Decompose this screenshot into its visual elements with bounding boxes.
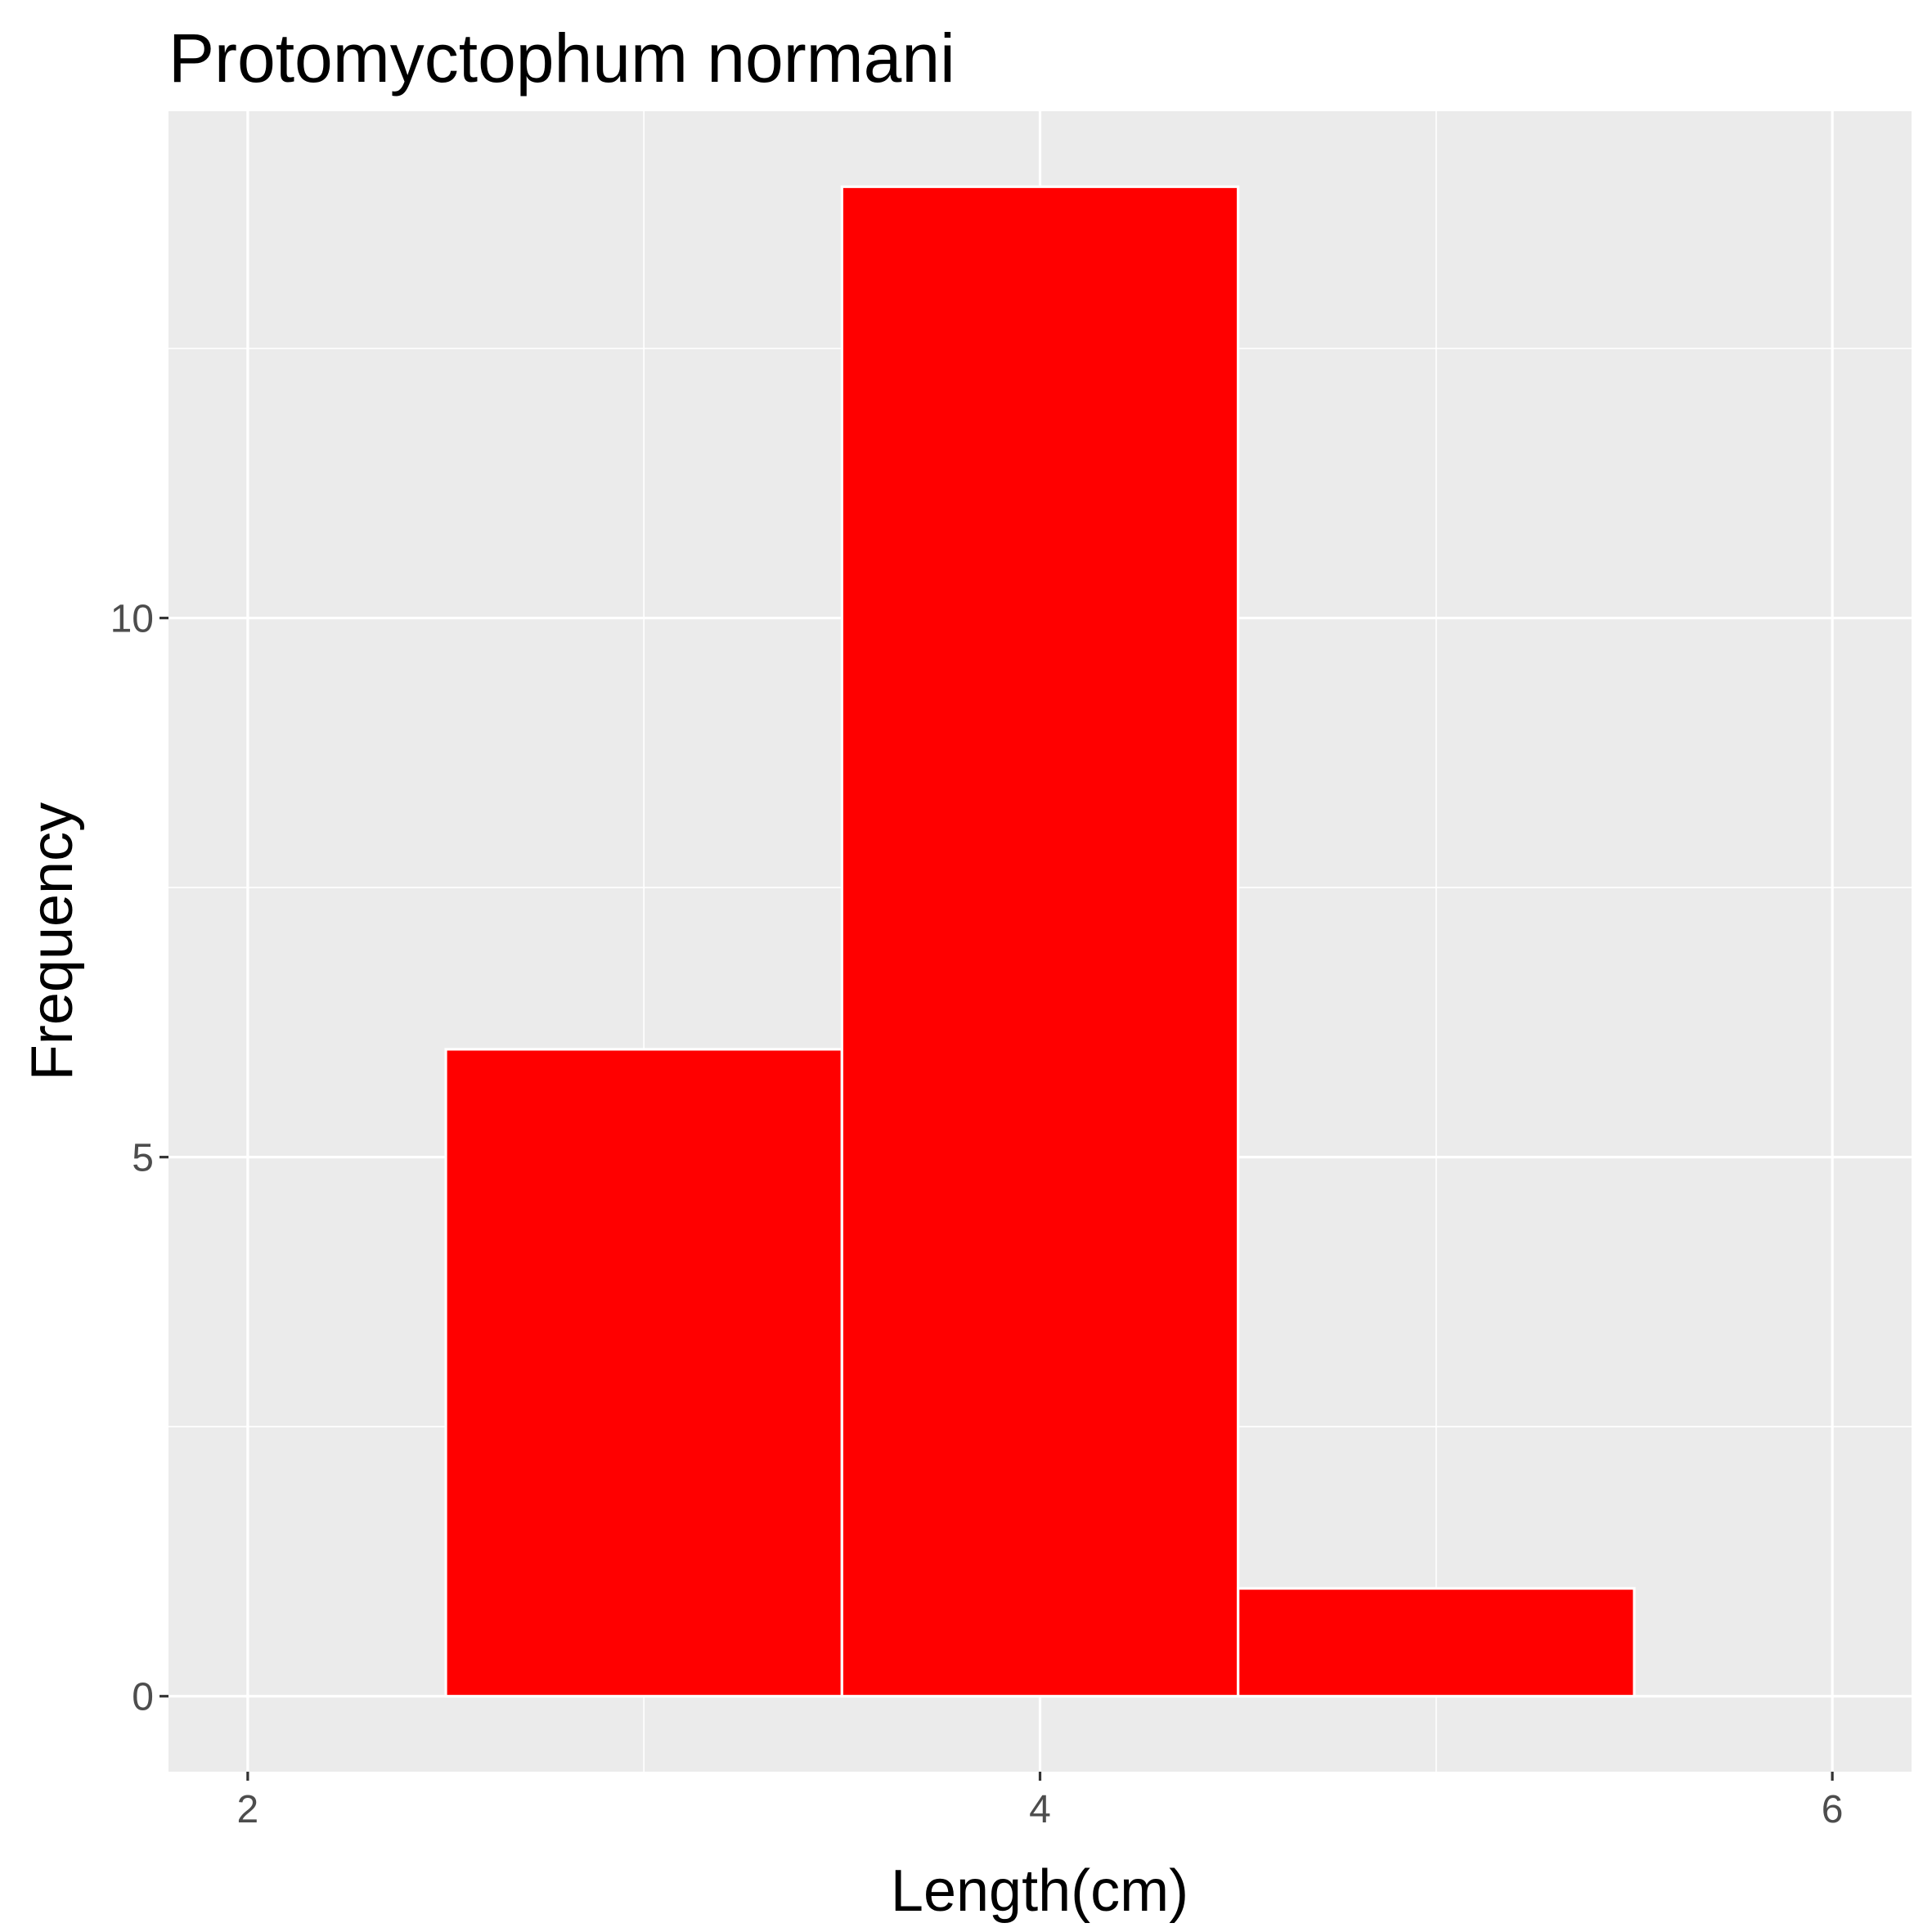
- x-tick-label: 6: [1822, 1788, 1844, 1831]
- y-tick-label: 0: [132, 1676, 154, 1719]
- y-tick-label: 5: [132, 1137, 154, 1180]
- chart-title: Protomyctophum normani: [168, 20, 955, 97]
- y-axis-label: Frequency: [20, 802, 85, 1081]
- x-tick-label: 4: [1029, 1788, 1051, 1831]
- y-tick-label: 10: [110, 598, 154, 641]
- histogram-bar: [1237, 1587, 1636, 1698]
- x-tick-label: 2: [237, 1788, 259, 1831]
- axes: 2 4 6 0 5 10: [110, 598, 1844, 1831]
- histogram-bar: [444, 1048, 843, 1698]
- bars: [444, 185, 1636, 1698]
- histogram-bar: [840, 185, 1240, 1698]
- x-axis-label: Length(cm): [891, 1858, 1188, 1924]
